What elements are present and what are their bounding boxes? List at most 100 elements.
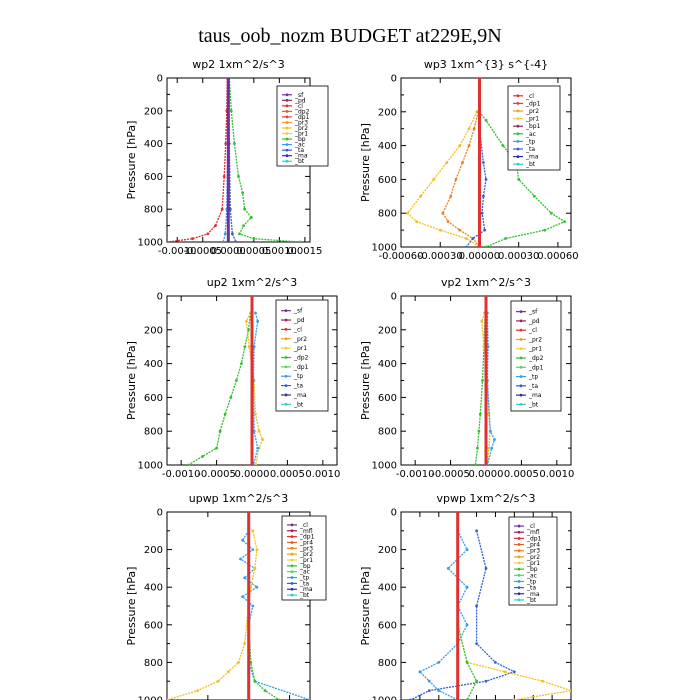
legend-marker xyxy=(517,580,521,583)
legend-entry: _dp1 xyxy=(293,364,309,371)
series-point xyxy=(229,109,233,113)
y-tick-label: 800 xyxy=(378,427,397,438)
legend-entry: _dp2 xyxy=(293,355,309,362)
legend-entry: _pr3 xyxy=(294,119,308,126)
series-point xyxy=(445,161,449,164)
panel-4: vp2 1xm^2/s^3 Pressure [hPa] 0 200 400 600 800… xyxy=(359,276,574,480)
legend-entry: _tp xyxy=(526,578,536,585)
series-point xyxy=(242,224,246,228)
panel-title: vpwp 1xm^2/s^3 xyxy=(436,492,535,505)
legend-entry: _ta xyxy=(526,585,536,592)
series-line-1 xyxy=(167,78,228,242)
x-tick-label: -0.00060 xyxy=(379,251,424,262)
panel-5: upwp 1xm^2/s^3 Pressure [hPa] 0 200 400 600 80… xyxy=(125,492,327,700)
legend-marker xyxy=(519,338,523,341)
series-point xyxy=(480,320,484,323)
legend-marker xyxy=(290,564,294,568)
legend-entry: _bp xyxy=(294,136,306,143)
legend-marker xyxy=(519,347,523,351)
y-tick-label: 0 xyxy=(391,292,397,303)
y-tick-label: 600 xyxy=(144,620,163,631)
series-point xyxy=(191,237,194,241)
series-point xyxy=(474,463,477,465)
legend-marker xyxy=(285,159,289,163)
series-line-2 xyxy=(245,312,264,465)
x-tick-label: 0.0000 xyxy=(469,469,504,480)
series-point xyxy=(247,512,251,514)
legend-marker xyxy=(285,154,289,158)
series-point xyxy=(237,661,240,664)
legend-entry: _sf xyxy=(293,308,303,315)
legend-marker xyxy=(519,384,523,388)
series-point xyxy=(241,595,245,598)
legend-marker xyxy=(284,337,288,341)
legend-marker xyxy=(516,124,520,128)
panel-title: wp3 1xm^{3} s^{-4} xyxy=(424,58,548,71)
legend-box xyxy=(510,300,562,412)
legend-entry: _cl xyxy=(528,327,537,334)
series-point xyxy=(449,194,453,198)
y-axis-label: Pressure [hPa] xyxy=(359,567,372,646)
legend-entry: _bt xyxy=(294,158,305,165)
y-tick-label: 400 xyxy=(378,359,397,370)
legend-entry: _pr1 xyxy=(299,557,313,564)
panel-2: wp3 1xm^{3} s^{-4} Pressure [hPa] 0 200 400 6… xyxy=(359,58,579,262)
legend-marker xyxy=(517,555,521,559)
legend-entry: _mfl xyxy=(299,528,313,535)
legend-marker xyxy=(516,155,520,159)
series-point xyxy=(543,228,547,232)
legend-entry: _pr1 xyxy=(293,345,307,352)
x-tick-label: 0.0005 xyxy=(270,469,305,480)
series-line-4 xyxy=(465,128,487,247)
series-point xyxy=(255,585,259,589)
figure-title: taus_oob_nozm BUDGET at229E,9N xyxy=(198,25,502,47)
y-axis-label: Pressure [hPa] xyxy=(125,341,138,420)
series-point xyxy=(427,689,431,692)
y-tick-label: 200 xyxy=(144,106,163,117)
y-tick-label: 0 xyxy=(157,508,163,519)
series-point xyxy=(475,642,478,645)
series-point xyxy=(465,237,468,240)
y-axis-label: Pressure [hPa] xyxy=(125,121,138,200)
legend-entry: _pd xyxy=(528,318,540,325)
series-point xyxy=(490,446,494,450)
legend-marker xyxy=(284,318,288,322)
series-group xyxy=(474,296,496,465)
series-line-1 xyxy=(474,312,486,465)
legend-entry: _ac xyxy=(526,572,537,579)
series-point xyxy=(465,623,469,627)
series-point xyxy=(221,240,225,242)
x-tick-label: 0.0015 xyxy=(287,246,322,257)
y-tick-label: 1000 xyxy=(138,238,163,249)
series-point xyxy=(472,127,476,131)
legend-marker xyxy=(284,356,288,359)
y-axis-label: Pressure [hPa] xyxy=(359,341,372,420)
series-point xyxy=(226,78,230,80)
x-tick-label: -0.0005 xyxy=(197,469,236,480)
legend: _cl_mfl_dp1_pr4_pr3_pr2_pr1_bp_ac_tp_ta_… xyxy=(281,515,327,601)
y-axis-label: Pressure [hPa] xyxy=(359,123,372,202)
legend-marker xyxy=(290,570,294,574)
series-point xyxy=(465,585,469,589)
legend-marker xyxy=(285,98,289,102)
legend-entry: _dp1 xyxy=(526,535,542,542)
x-tick-label: -0.00030 xyxy=(418,251,463,262)
series-point xyxy=(251,604,255,608)
legend-marker xyxy=(519,375,523,378)
series-point xyxy=(487,446,491,450)
legend-marker xyxy=(517,549,521,553)
legend-marker xyxy=(284,328,288,331)
legend-marker xyxy=(516,132,520,136)
legend-entry: _tp xyxy=(525,138,535,145)
series-point xyxy=(488,429,492,433)
legend-entry: _pr1 xyxy=(294,131,308,138)
series-point xyxy=(501,144,505,148)
series-point xyxy=(220,207,224,211)
legend-box xyxy=(276,85,329,167)
series-line-4 xyxy=(457,624,478,700)
legend-marker xyxy=(519,319,523,323)
series-point xyxy=(235,379,238,382)
series-point xyxy=(465,245,468,247)
legend-entry: _bt xyxy=(526,597,537,604)
